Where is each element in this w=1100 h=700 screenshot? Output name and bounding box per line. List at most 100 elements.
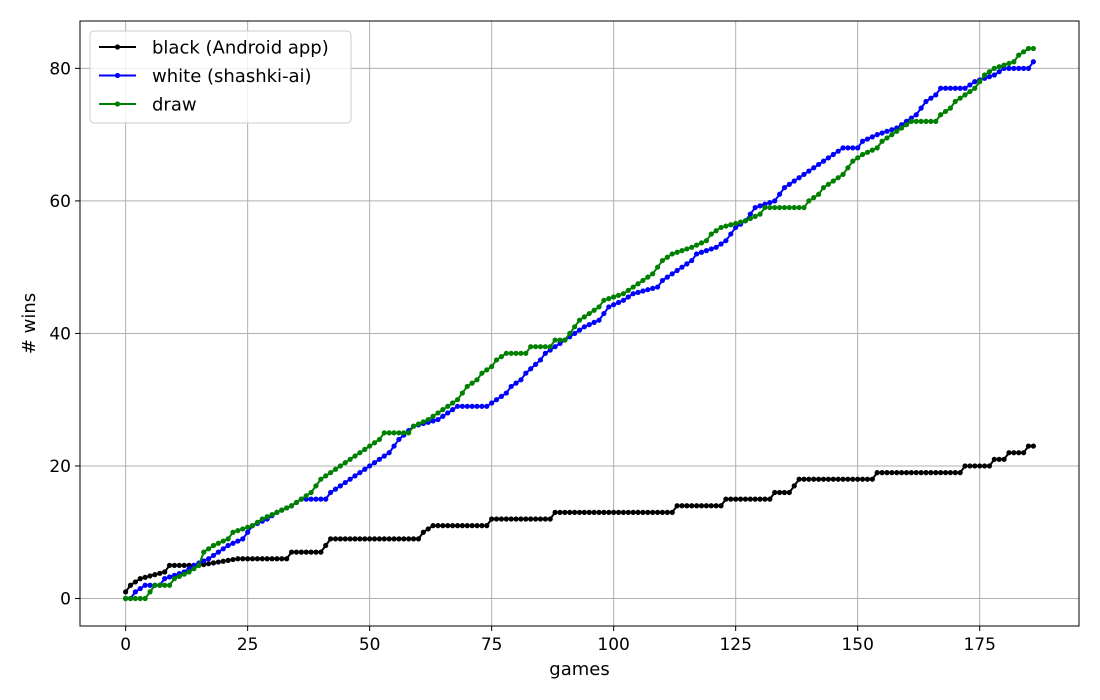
data-point [162, 582, 168, 588]
data-point [986, 74, 993, 80]
data-point [957, 95, 963, 101]
data-point [952, 85, 958, 91]
data-point [176, 573, 182, 580]
data-point [230, 556, 236, 563]
data-point [689, 244, 695, 250]
data-point [235, 538, 241, 544]
data-point [811, 165, 817, 171]
data-point [986, 69, 993, 75]
data-point [981, 463, 988, 469]
data-point [381, 536, 387, 542]
data-point [859, 151, 866, 158]
data-point [493, 516, 500, 522]
data-point [698, 503, 705, 509]
data-point [157, 570, 163, 576]
legend-swatch-marker [114, 72, 121, 79]
data-point [986, 463, 993, 469]
data-point [796, 476, 802, 482]
data-point [923, 470, 929, 476]
data-point [254, 519, 260, 525]
data-point [513, 516, 519, 522]
data-point [894, 470, 900, 476]
data-point [928, 95, 934, 101]
data-point [313, 483, 319, 489]
data-point [479, 370, 485, 376]
data-point [420, 529, 426, 535]
data-point [908, 118, 914, 124]
data-point [776, 489, 783, 496]
data-point [576, 317, 583, 323]
data-point [1001, 62, 1007, 68]
data-point [703, 238, 709, 244]
data-point [654, 509, 661, 515]
data-point [684, 503, 690, 509]
data-point [313, 549, 319, 555]
legend-swatch-marker [114, 101, 121, 107]
data-point [591, 307, 597, 313]
data-point [820, 185, 827, 191]
data-point [391, 443, 397, 449]
data-point [625, 509, 631, 515]
data-point [469, 403, 475, 409]
data-point [781, 489, 788, 496]
data-point [864, 136, 871, 142]
data-point [332, 536, 339, 542]
data-point [630, 284, 636, 290]
data-point [425, 416, 431, 423]
data-point [879, 138, 885, 144]
data-point [654, 264, 661, 270]
data-point [811, 195, 817, 201]
data-point [689, 503, 695, 509]
data-point [1025, 45, 1032, 52]
data-point [479, 523, 485, 529]
data-point [962, 463, 968, 469]
data-point [1011, 65, 1017, 71]
data-point [869, 134, 875, 140]
data-point [220, 546, 226, 552]
data-point [654, 284, 661, 290]
data-point [630, 509, 636, 515]
data-point [967, 82, 973, 88]
data-point [362, 536, 368, 542]
data-point [772, 204, 778, 211]
data-point [288, 549, 295, 555]
data-point [542, 344, 548, 350]
data-point [572, 509, 578, 515]
y-tick-label: 0 [60, 590, 71, 610]
data-point [328, 489, 334, 496]
data-point [1025, 65, 1032, 71]
data-point [835, 175, 841, 181]
data-point [928, 470, 934, 476]
data-point [376, 536, 383, 542]
data-point [781, 185, 788, 191]
data-point [855, 476, 861, 482]
data-point [879, 130, 885, 136]
data-point [694, 503, 700, 509]
data-point [884, 470, 890, 476]
data-point [659, 509, 666, 515]
data-point [708, 231, 714, 237]
data-point [435, 410, 441, 416]
data-point [498, 354, 505, 360]
data-point [772, 198, 778, 204]
data-point [225, 536, 231, 542]
data-point [259, 516, 265, 522]
x-tick-label: 150 [841, 635, 873, 655]
data-point [581, 509, 587, 515]
data-point [830, 178, 836, 184]
y-tick-label: 80 [49, 59, 71, 79]
data-point [850, 476, 856, 482]
x-tick-label: 75 [481, 635, 503, 655]
data-point [240, 526, 246, 532]
data-point [913, 118, 919, 124]
data-point [733, 220, 739, 227]
data-point [899, 125, 905, 131]
data-point [308, 549, 314, 555]
data-point [713, 503, 719, 509]
data-point [293, 499, 300, 506]
data-point [406, 430, 412, 436]
data-point [171, 562, 178, 568]
data-point [586, 509, 592, 515]
data-point [645, 287, 651, 293]
